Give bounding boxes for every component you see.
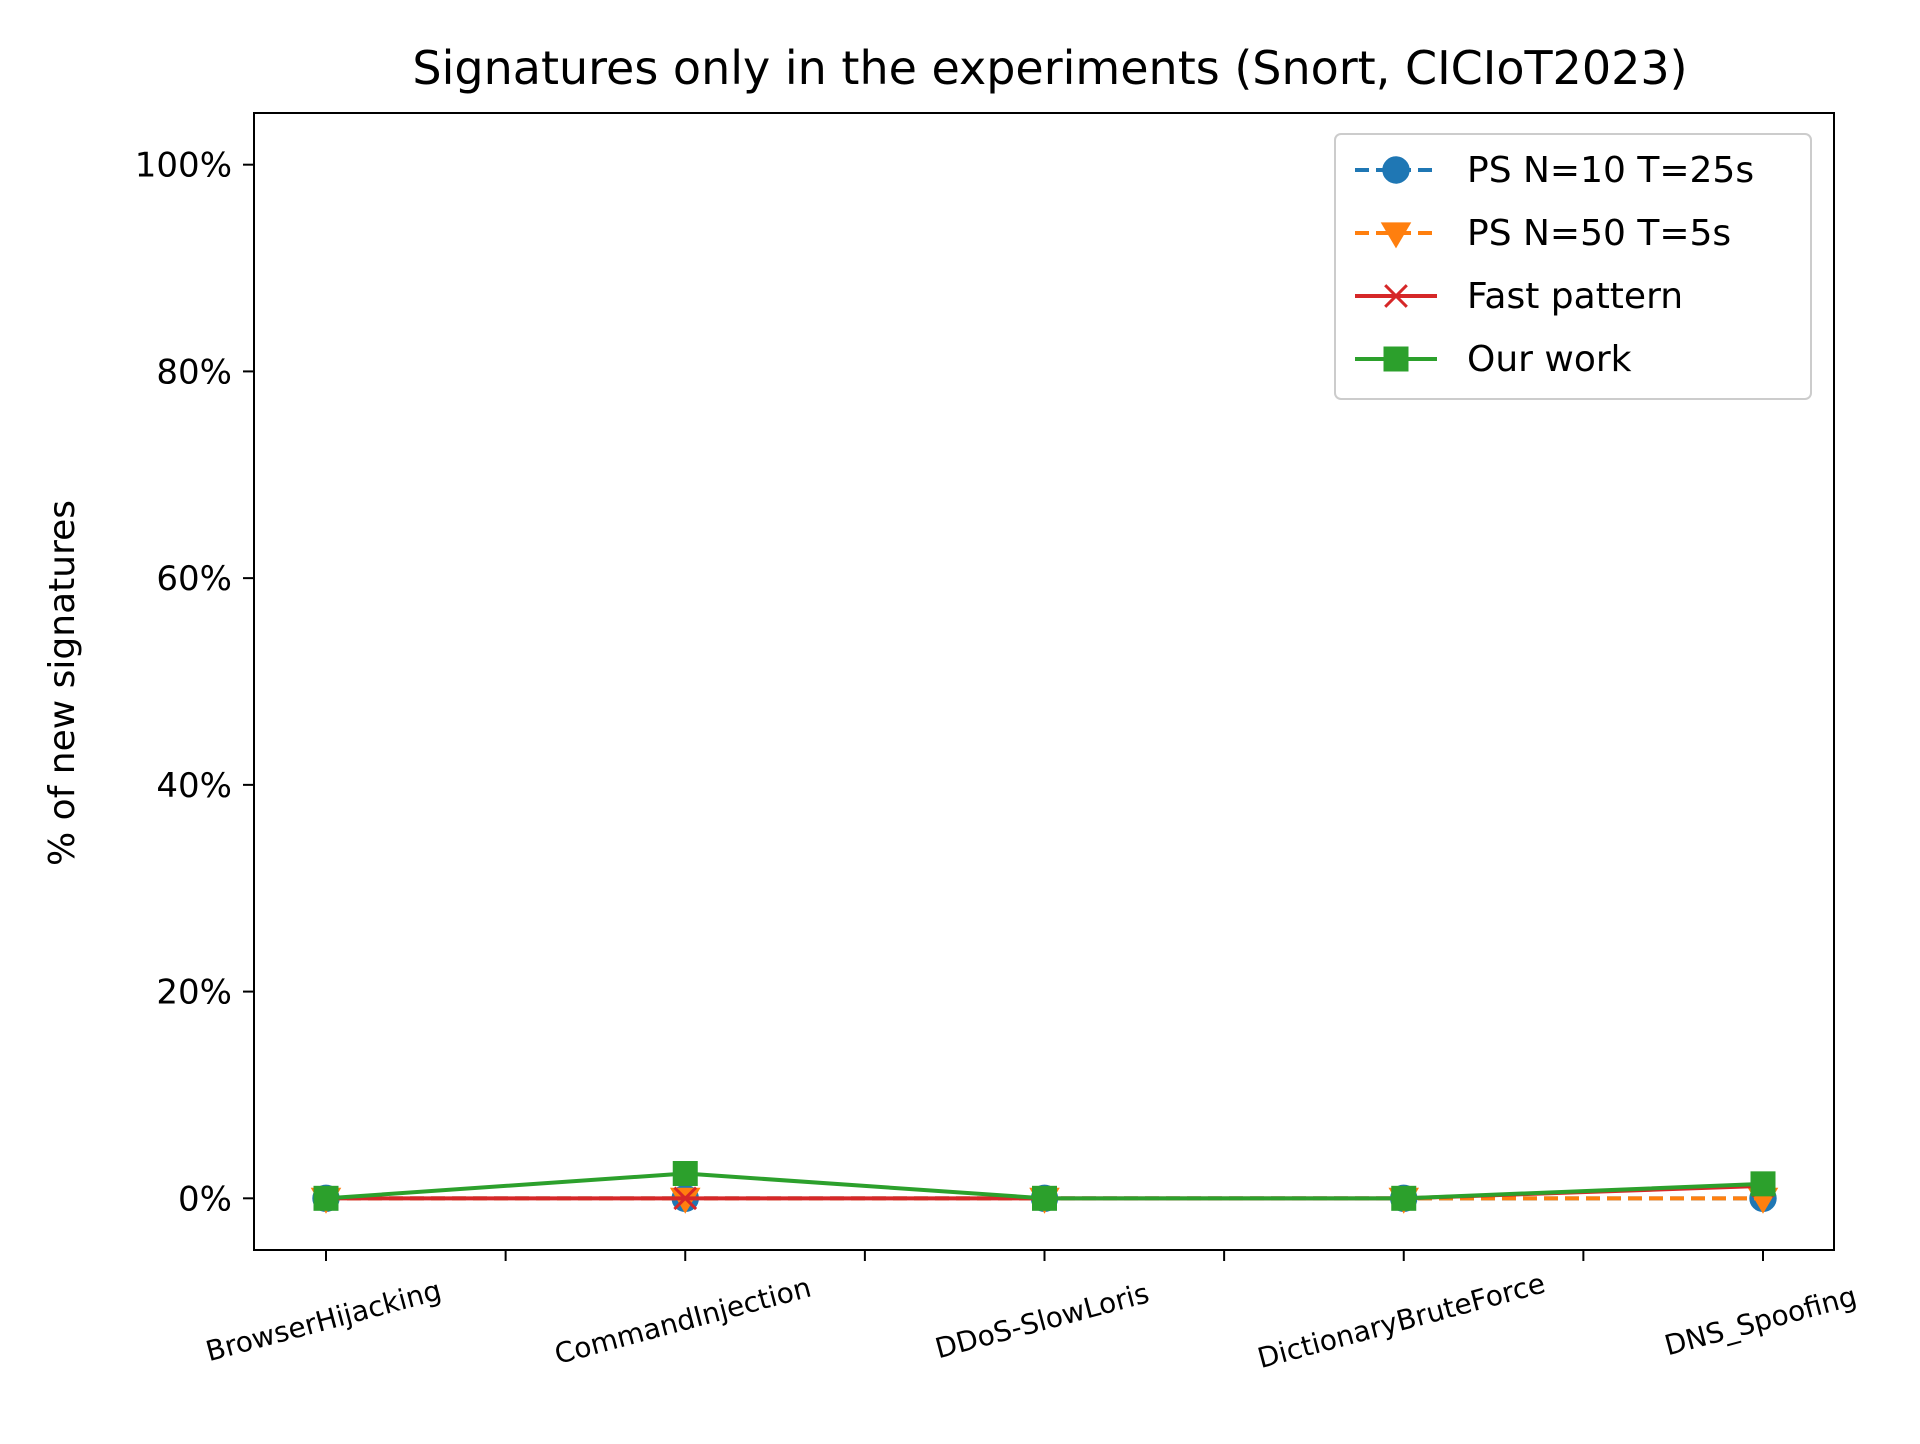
data-point-stroke bbox=[673, 1186, 698, 1211]
data-point-stroke bbox=[1384, 284, 1408, 308]
legend-label: Our work bbox=[1467, 339, 1632, 380]
legend-entry: Our work bbox=[1355, 339, 1632, 380]
data-point bbox=[1391, 1185, 1417, 1211]
y-axis-label: % of new signatures bbox=[42, 500, 83, 866]
series-4 bbox=[313, 1161, 1776, 1211]
legend-label: Fast pattern bbox=[1467, 276, 1683, 317]
y-tick-label: 0% bbox=[178, 1179, 232, 1219]
data-point bbox=[1384, 284, 1408, 308]
legend-entry: PS N=10 T=25s bbox=[1355, 150, 1754, 191]
series-layer bbox=[310, 1161, 1779, 1214]
data-point bbox=[313, 1185, 339, 1211]
y-axis: 0% 20% 40% 60% 80% 100% bbox=[135, 146, 254, 1219]
data-point bbox=[1750, 1171, 1776, 1197]
y-tick-label: 40% bbox=[156, 766, 232, 806]
y-tick-label: 20% bbox=[156, 973, 232, 1013]
data-point bbox=[669, 1187, 701, 1214]
legend: PS N=10 T=25s PS N=50 T=5s Fast pattern Our… bbox=[1334, 133, 1812, 400]
legend-label: PS N=50 T=5s bbox=[1467, 213, 1731, 254]
legend-entry: Fast pattern bbox=[1355, 276, 1683, 317]
data-point bbox=[673, 1186, 698, 1211]
data-point bbox=[1383, 346, 1409, 372]
data-point bbox=[1032, 1185, 1057, 1211]
data-point bbox=[672, 1161, 698, 1187]
plot-area-frame bbox=[253, 112, 1835, 1251]
legend-entry: PS N=50 T=5s bbox=[1355, 213, 1731, 254]
y-tick-label: 60% bbox=[156, 559, 232, 599]
legend-label: PS N=10 T=25s bbox=[1467, 150, 1754, 191]
data-point bbox=[1382, 156, 1410, 184]
chart-title: Signatures only in the experiments (Snor… bbox=[412, 41, 1687, 95]
data-point bbox=[1380, 222, 1412, 249]
legend-box bbox=[1334, 133, 1812, 400]
y-tick-label: 100% bbox=[135, 146, 232, 186]
y-tick-label: 80% bbox=[156, 352, 232, 392]
